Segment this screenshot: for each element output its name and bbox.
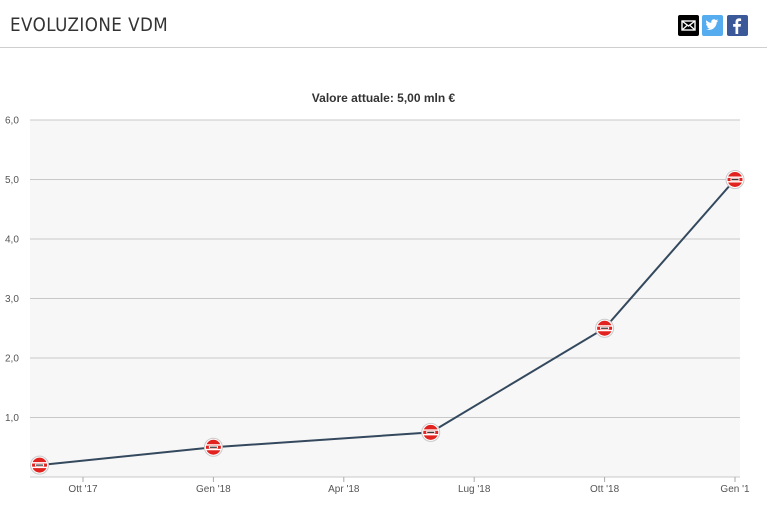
y-tick-label: 2,0 — [5, 354, 19, 365]
x-axis: Ott '17 Gen '18 Apr '18 Lug '18 Ott '18 Gen '… — [30, 476, 750, 495]
y-tick-label: 3,0 — [5, 294, 19, 305]
chart-title: Valore attuale: 5,00 mln € — [311, 91, 456, 105]
x-tick-label: Ott '17 — [68, 484, 98, 495]
grid-lines — [30, 119, 740, 418]
y-tick-label: 1,0 — [5, 413, 19, 424]
data-point-marker[interactable] — [595, 318, 615, 338]
mail-icon — [681, 20, 696, 31]
data-point-marker[interactable] — [203, 437, 223, 457]
y-axis: 6,0 5,0 4,0 3,0 2,0 1,0 — [5, 116, 19, 425]
x-tick-label: Apr '18 — [328, 484, 360, 495]
y-tick-label: 6,0 — [5, 116, 19, 127]
header: EVOLUZIONE VDM — [0, 0, 767, 48]
x-tick-label: Ott '18 — [590, 484, 620, 495]
twitter-share-button[interactable] — [702, 15, 723, 36]
page-title: EVOLUZIONE VDM — [10, 14, 169, 36]
data-point-marker[interactable] — [421, 422, 441, 442]
data-point-marker[interactable] — [725, 170, 745, 189]
x-tick-label: Gen '1 — [720, 484, 750, 495]
x-tick-label: Lug '18 — [458, 484, 491, 495]
data-point-marker[interactable] — [30, 455, 50, 475]
facebook-icon — [733, 18, 742, 34]
mail-share-button[interactable] — [678, 15, 699, 36]
series-market-value — [30, 170, 745, 475]
facebook-share-button[interactable] — [727, 15, 748, 36]
x-tick-label: Gen '18 — [196, 484, 231, 495]
y-tick-label: 4,0 — [5, 235, 19, 246]
twitter-icon — [706, 19, 719, 30]
y-tick-label: 5,0 — [5, 175, 19, 186]
